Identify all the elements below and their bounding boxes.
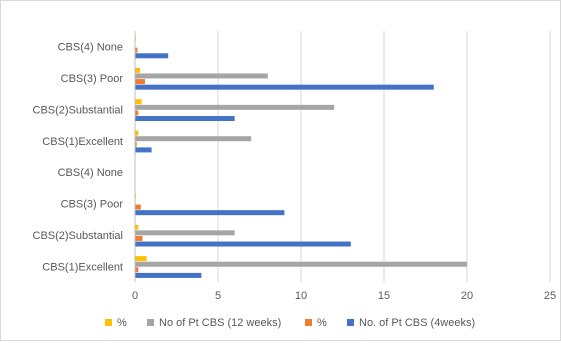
category-label: CBS(2)Substantial (33, 230, 124, 242)
legend-label: No of Pt CBS (12 weeks) (159, 317, 281, 329)
bar (135, 256, 147, 262)
legend-swatch (105, 319, 112, 326)
bars (135, 36, 467, 278)
x-tick-label: 15 (378, 290, 390, 302)
legend-label: No. of Pt CBS (4weeks) (359, 317, 475, 329)
bar (135, 230, 235, 236)
bar (135, 53, 169, 59)
category-label: CBS(3) Poor (61, 199, 124, 211)
x-tick-label: 5 (215, 290, 221, 302)
bar (135, 67, 140, 73)
bar (135, 47, 138, 53)
bar (135, 116, 235, 122)
bar (135, 79, 145, 85)
category-label: CBS(4) None (58, 42, 123, 54)
bar (135, 110, 139, 116)
category-label: CBS(3) Poor (61, 73, 124, 85)
bar (135, 224, 139, 230)
bar (135, 272, 202, 278)
bar (135, 73, 268, 79)
legend-swatch (347, 319, 354, 326)
bar (135, 204, 141, 210)
x-tick-label: 20 (461, 290, 473, 302)
category-label: CBS(1)Excellent (42, 136, 123, 148)
bar (135, 130, 139, 136)
bar (135, 99, 142, 105)
bar (135, 241, 351, 247)
bar (135, 235, 143, 241)
category-label: CBS(4) None (58, 167, 123, 179)
category-label: CBS(1)Excellent (42, 261, 123, 273)
legend-swatch (147, 319, 154, 326)
x-tick-label: 0 (132, 290, 138, 302)
legend-label: % (117, 317, 127, 329)
bar (135, 267, 139, 273)
axes: 0 5 10 15 20 25 CBS(4) None CBS(3) Poor CBS(2)Su… (33, 31, 556, 302)
legend-label: % (317, 317, 327, 329)
x-tick-label: 10 (295, 290, 307, 302)
legend: % No of Pt CBS (12 weeks)% No. of Pt CBS (… (105, 317, 475, 329)
bar (135, 136, 252, 142)
bar (135, 104, 335, 110)
bar-chart: 0 5 10 15 20 25 CBS(4) None CBS(3) Poor CBS(2)Su… (33, 31, 556, 329)
category-label: CBS(2)Substantial (33, 104, 124, 116)
x-tick-label: 25 (544, 290, 556, 302)
bar (135, 147, 152, 153)
bar (135, 261, 467, 267)
bar (135, 84, 434, 90)
bar (135, 141, 137, 147)
bar (135, 210, 285, 216)
legend-swatch (305, 319, 312, 326)
